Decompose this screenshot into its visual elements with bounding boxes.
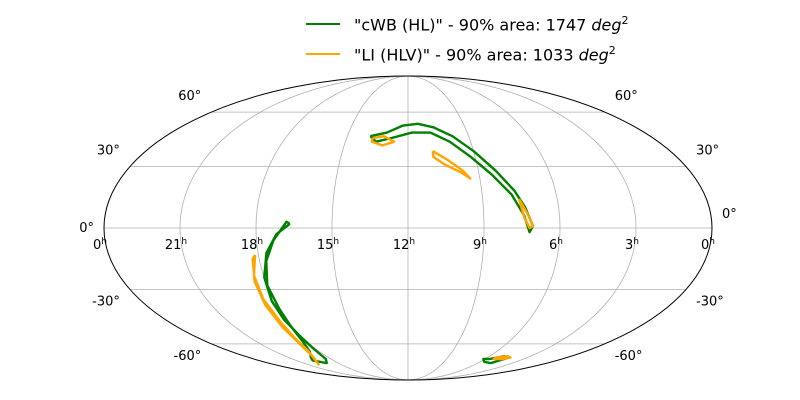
- ra-tick-label: 12h: [393, 237, 415, 253]
- legend: "cWB (HL)" - 90% area: 1747 deg2 "LI (HL…: [300, 10, 680, 70]
- contour-line: [263, 220, 328, 365]
- dec-tick-label-left: 0°: [79, 221, 94, 236]
- dec-tick-label-left: 30°: [97, 144, 120, 159]
- ra-tick-label: 9h: [473, 237, 487, 253]
- legend-unit-power-li: 2: [608, 43, 616, 57]
- legend-unit-cwb: deg: [591, 15, 622, 35]
- ra-tick-unit: h: [181, 237, 187, 247]
- dec-tick-label-right: -30°: [696, 294, 724, 309]
- dec-tick-label-right: -60°: [615, 349, 643, 364]
- ra-tick-label: 0h: [701, 237, 715, 253]
- dec-tick-label-right: 60°: [615, 89, 638, 104]
- ra-tick-label: 6h: [549, 237, 563, 253]
- ra-tick-label: 0h: [93, 237, 107, 253]
- legend-item-li: "LI (HLV)" - 90% area: 1033 deg2: [300, 40, 680, 68]
- ra-tick-unit: h: [481, 237, 487, 247]
- contour-line: [369, 122, 535, 234]
- ra-tick-label: 3h: [625, 237, 639, 253]
- contour-series: [251, 122, 535, 366]
- legend-name-li: "LI (HLV)" - 90% area: 1033: [354, 45, 574, 65]
- legend-name-cwb: "cWB (HL)" - 90% area: 1747: [354, 15, 587, 35]
- ra-tick-unit: h: [257, 237, 263, 247]
- ra-tick-unit: h: [557, 237, 563, 247]
- contour-line: [251, 254, 320, 366]
- ra-tick-unit: h: [633, 237, 639, 247]
- dec-tick-label-right: 30°: [696, 144, 719, 159]
- ra-tick-unit: h: [409, 237, 415, 247]
- dec-tick-label-left: -30°: [92, 294, 120, 309]
- legend-line-cwb: [306, 23, 340, 25]
- contour-line: [492, 354, 512, 361]
- legend-unit-power-cwb: 2: [621, 13, 629, 27]
- contour-line: [370, 134, 396, 147]
- series-1: [251, 134, 535, 366]
- legend-unit-li: deg: [578, 45, 609, 65]
- dec-tick-label-left: -60°: [174, 349, 202, 364]
- graticule: [103, 75, 713, 381]
- legend-label-cwb: "cWB (HL)" - 90% area: 1747 deg2: [354, 14, 629, 34]
- contour-line: [431, 150, 472, 180]
- ra-tick-unit: h: [709, 237, 715, 247]
- ra-tick-unit: h: [333, 237, 339, 247]
- contour-line: [517, 198, 535, 230]
- legend-line-li: [306, 53, 340, 55]
- ra-tick-unit: h: [101, 237, 107, 247]
- dec-tick-label-left: 60°: [178, 89, 201, 104]
- ra-tick-label: 15h: [317, 237, 339, 253]
- ra-tick-label: 21h: [165, 237, 187, 253]
- map-boundary: [103, 75, 713, 381]
- legend-label-li: "LI (HLV)" - 90% area: 1033 deg2: [354, 44, 616, 64]
- ra-tick-label: 18h: [241, 237, 263, 253]
- legend-item-cwb: "cWB (HL)" - 90% area: 1747 deg2: [300, 10, 680, 38]
- dec-tick-label-right: 0°: [722, 207, 737, 222]
